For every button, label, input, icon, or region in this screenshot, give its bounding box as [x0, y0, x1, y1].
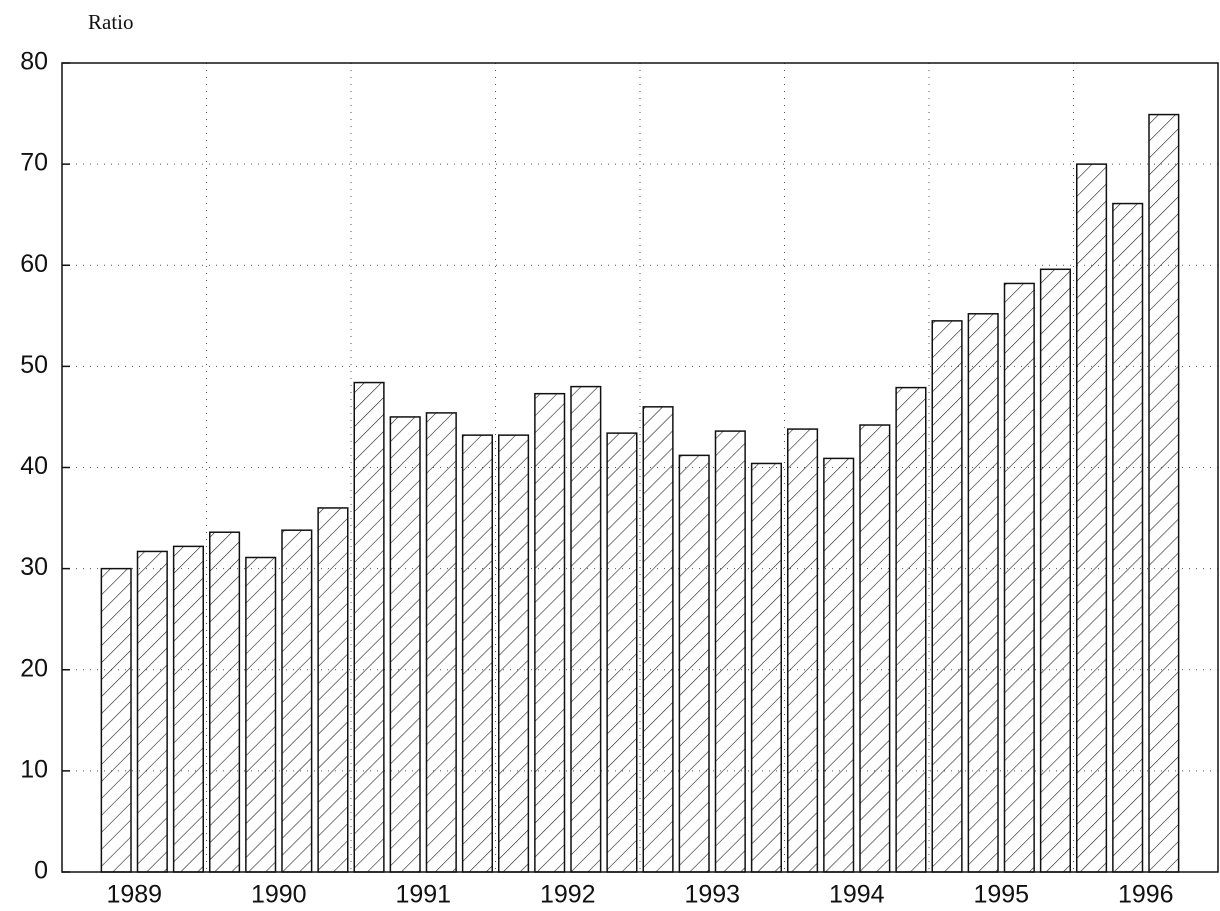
- bar: [678, 454, 710, 873]
- y-tick-label: 0: [34, 857, 48, 885]
- bar: [1039, 268, 1071, 873]
- bar: [642, 406, 674, 873]
- bar: [1148, 113, 1180, 873]
- bar: [750, 462, 782, 873]
- y-axis-label: Ratio: [88, 10, 134, 34]
- x-tick-label: 1991: [395, 881, 451, 909]
- y-tick-label: 80: [20, 48, 48, 76]
- x-tick-label: 1994: [829, 881, 885, 909]
- bar: [787, 428, 819, 873]
- x-tick-label: 1989: [106, 881, 162, 909]
- x-tick-label: 1993: [684, 881, 740, 909]
- y-tick-label: 20: [20, 654, 48, 682]
- bar: [100, 567, 132, 873]
- bar: [931, 320, 963, 873]
- y-tick-label: 40: [20, 452, 48, 480]
- bar: [353, 381, 385, 873]
- bar: [498, 434, 530, 873]
- bar: [136, 550, 168, 873]
- bar: [461, 434, 493, 873]
- y-tick-label: 10: [20, 755, 48, 783]
- x-tick-label: 1995: [973, 881, 1029, 909]
- bar: [859, 424, 891, 873]
- bar: [389, 416, 421, 873]
- x-tick-label: 1990: [251, 881, 307, 909]
- bar: [281, 529, 313, 873]
- x-tick-label: 1992: [540, 881, 596, 909]
- bar: [967, 313, 999, 873]
- bar: [823, 457, 855, 873]
- plot-frame: [61, 62, 1219, 873]
- bar: [895, 386, 927, 873]
- y-tick-label: 70: [20, 149, 48, 177]
- x-tick-label: 1996: [1118, 881, 1174, 909]
- bar: [1076, 163, 1108, 873]
- bar: [714, 430, 746, 873]
- y-tick-label: 60: [20, 250, 48, 278]
- bar: [172, 545, 204, 873]
- bar: [209, 531, 241, 873]
- bar: [570, 385, 602, 873]
- y-tick-label: 30: [20, 553, 48, 581]
- bar: [1112, 202, 1144, 873]
- bar: [1003, 282, 1035, 873]
- bar: [534, 392, 566, 873]
- y-tick-label: 50: [20, 351, 48, 379]
- bar: [425, 412, 457, 873]
- bar: [606, 432, 638, 873]
- bar: [245, 556, 277, 873]
- bar: [317, 507, 349, 873]
